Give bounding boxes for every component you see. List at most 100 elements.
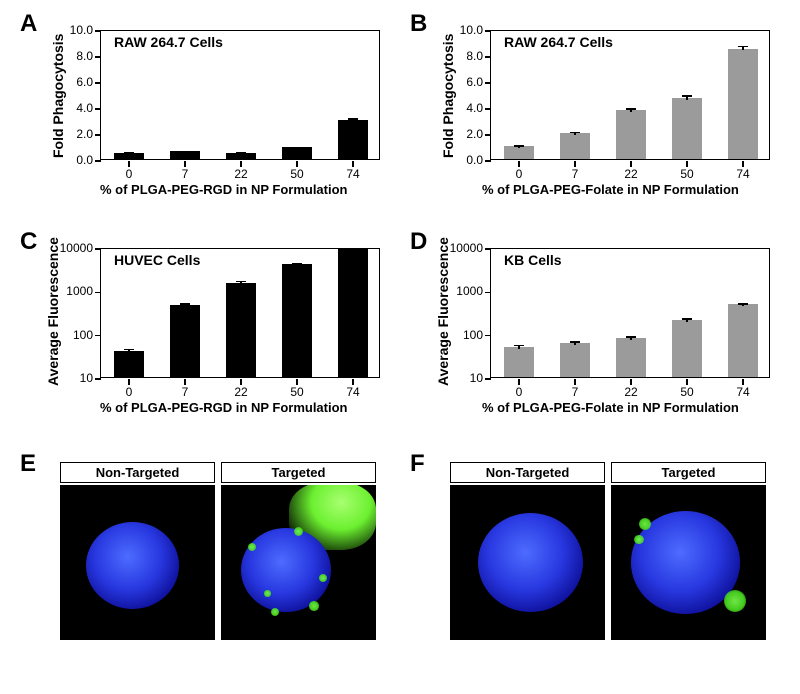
bar — [616, 338, 647, 377]
fluorescence-signal — [271, 608, 279, 616]
y-tick — [95, 82, 101, 84]
panel-letter-e: E — [20, 450, 36, 478]
y-tick — [485, 292, 491, 294]
figure-root: A Fold Phagocytosis 0.02.04.06.08.010.00… — [0, 0, 800, 694]
error-cap — [124, 152, 134, 154]
x-tick-label: 0 — [499, 385, 539, 399]
y-tick-label: 4.0 — [443, 101, 483, 115]
bar — [560, 343, 591, 377]
x-tick-label: 74 — [723, 167, 763, 181]
bar — [672, 320, 703, 377]
y-tick-label: 10000 — [53, 241, 93, 255]
panel-a-title: RAW 264.7 Cells — [114, 34, 223, 50]
bar — [338, 120, 369, 159]
x-tick-label: 22 — [611, 167, 651, 181]
error-cap — [124, 349, 134, 351]
panel-e-targeted-image — [221, 485, 376, 640]
error-cap — [236, 152, 246, 154]
panel-c-ylabel: Average Fluorescence — [45, 237, 61, 386]
x-tick-label: 0 — [109, 167, 149, 181]
error-cap — [626, 108, 636, 110]
y-tick — [485, 108, 491, 110]
error-cap — [626, 336, 636, 338]
bar — [170, 305, 201, 377]
error-cap — [292, 263, 302, 265]
y-tick-label: 2.0 — [53, 127, 93, 141]
y-tick-label: 1000 — [53, 284, 93, 298]
y-tick-label: 100 — [53, 328, 93, 342]
error-cap — [514, 145, 524, 147]
panel-c-title: HUVEC Cells — [114, 252, 200, 268]
y-tick — [95, 248, 101, 250]
panel-a-xlabel: % of PLGA-PEG-RGD in NP Formulation — [100, 182, 347, 197]
panel-letter-b: B — [410, 10, 427, 38]
y-tick-label: 0.0 — [443, 153, 483, 167]
panel-c-xlabel: % of PLGA-PEG-RGD in NP Formulation — [100, 400, 347, 415]
error-cap — [514, 345, 524, 347]
error-cap — [570, 341, 580, 343]
y-tick — [95, 134, 101, 136]
panel-f-nontargeted-image — [450, 485, 605, 640]
bar — [728, 304, 759, 377]
error-cap — [180, 151, 190, 153]
y-tick — [485, 56, 491, 58]
x-tick-label: 7 — [165, 385, 205, 399]
x-tick-label: 0 — [499, 167, 539, 181]
error-cap — [682, 95, 692, 97]
fluorescence-signal — [319, 574, 327, 582]
y-tick-label: 6.0 — [443, 75, 483, 89]
error-cap — [348, 118, 358, 120]
panel-b-xlabel: % of PLGA-PEG-Folate in NP Formulation — [482, 182, 739, 197]
panel-e-images: Non-Targeted Targeted — [60, 462, 376, 640]
nucleus — [241, 528, 331, 612]
y-tick-label: 0.0 — [53, 153, 93, 167]
panel-letter-a: A — [20, 10, 37, 38]
panel-d-ylabel: Average Fluorescence — [435, 237, 451, 386]
panel-f-nontargeted-col: Non-Targeted — [450, 462, 605, 640]
y-tick — [485, 30, 491, 32]
y-tick-label: 10 — [443, 371, 483, 385]
panel-d-xlabel: % of PLGA-PEG-Folate in NP Formulation — [482, 400, 739, 415]
panel-d: D Average Fluorescence 10100100010000072… — [410, 228, 795, 438]
panel-e-nontargeted-image — [60, 485, 215, 640]
panel-f-targeted-col: Targeted — [611, 462, 766, 640]
panel-e: E Non-Targeted Targeted — [20, 450, 400, 680]
y-tick — [485, 335, 491, 337]
error-cap — [570, 132, 580, 134]
panel-f: F Non-Targeted Targeted — [410, 450, 795, 680]
x-tick-label: 22 — [611, 385, 651, 399]
y-tick — [485, 134, 491, 136]
panel-f-images: Non-Targeted Targeted — [450, 462, 766, 640]
y-tick — [95, 30, 101, 32]
x-tick-label: 0 — [109, 385, 149, 399]
y-tick-label: 2.0 — [443, 127, 483, 141]
fluorescence-signal — [248, 543, 256, 551]
panel-d-title: KB Cells — [504, 252, 562, 268]
error-cap — [738, 303, 748, 305]
fluorescence-signal — [264, 590, 270, 596]
bar — [504, 347, 535, 377]
y-tick-label: 10000 — [443, 241, 483, 255]
y-tick — [485, 160, 491, 162]
fluorescence-signal — [634, 535, 643, 544]
y-tick — [95, 335, 101, 337]
panel-letter-f: F — [410, 450, 425, 478]
bar — [728, 49, 759, 160]
x-tick-label: 50 — [277, 167, 317, 181]
y-tick — [485, 248, 491, 250]
y-tick-label: 6.0 — [53, 75, 93, 89]
panel-f-nontargeted-header: Non-Targeted — [450, 462, 605, 483]
panel-e-nontargeted-header: Non-Targeted — [60, 462, 215, 483]
panel-c: C Average Fluorescence 10100100010000072… — [20, 228, 400, 438]
bar — [226, 283, 257, 377]
x-tick-label: 74 — [333, 385, 373, 399]
y-tick — [95, 56, 101, 58]
x-tick-label: 22 — [221, 167, 261, 181]
panel-letter-d: D — [410, 228, 427, 256]
bar — [282, 264, 313, 377]
y-tick — [485, 378, 491, 380]
y-tick-label: 100 — [443, 328, 483, 342]
y-tick — [95, 160, 101, 162]
x-tick-label: 7 — [555, 385, 595, 399]
y-tick — [95, 378, 101, 380]
